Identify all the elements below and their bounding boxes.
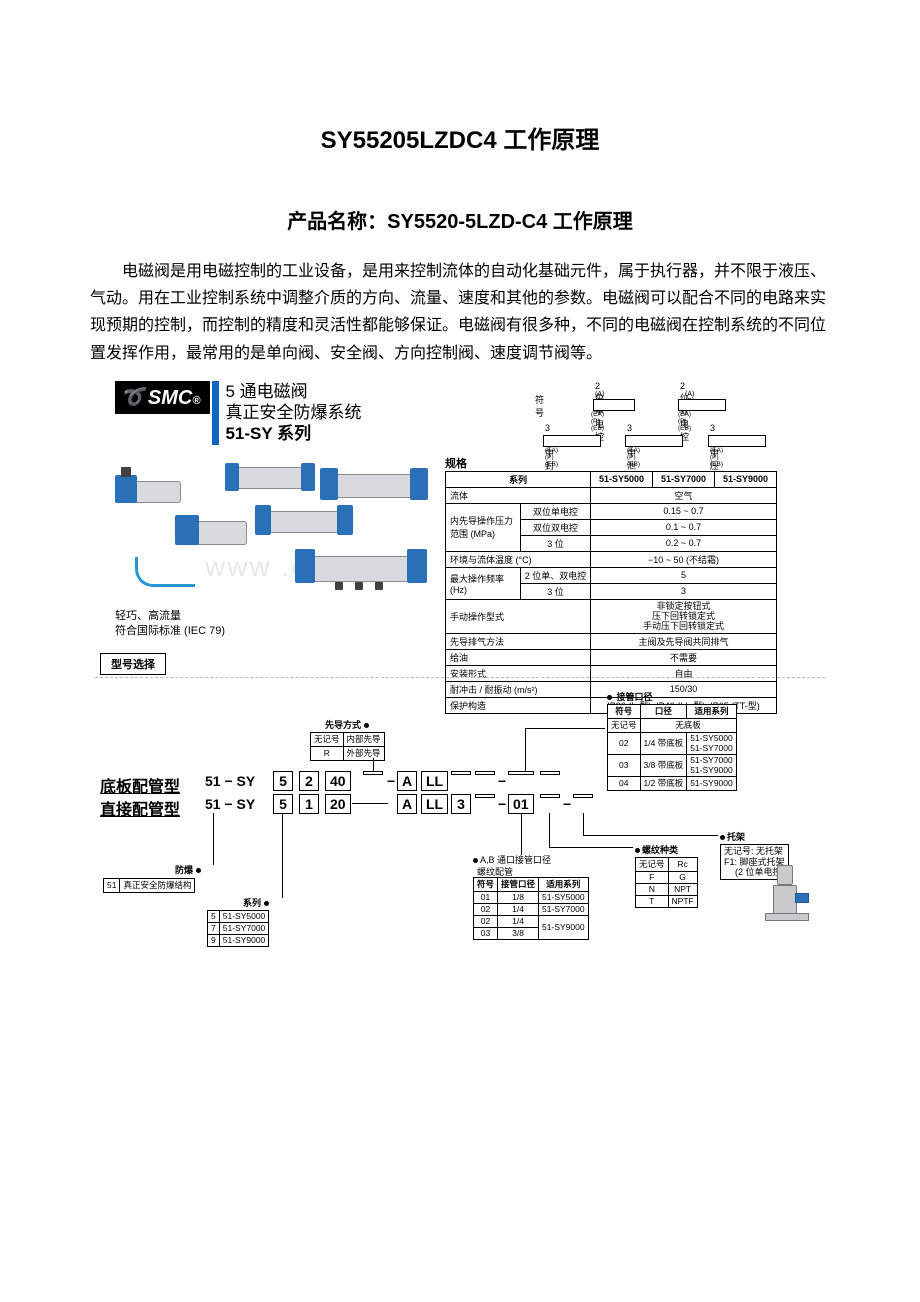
sym-ep-4: (EA)(P)(EB) (627, 447, 640, 468)
spec-v-press-b: 0.1 ~ 0.7 (591, 519, 777, 535)
spec-r-pilot: 先导排气方法 (446, 633, 591, 649)
base-m0: A (397, 771, 417, 791)
code-prefix-1: 51 − SY (205, 773, 255, 789)
spec-r-lube: 给油 (446, 649, 591, 665)
brand-text: SMC (148, 387, 192, 409)
dir-d1: 1 (299, 794, 319, 814)
spec-h-c1: 51-SY5000 (591, 471, 653, 487)
spec-h-series: 系列 (446, 471, 591, 487)
thread-head: 螺纹种类 (642, 845, 678, 855)
port-head: 接管口径 (617, 692, 653, 702)
spec-v-freq-b: 3 (591, 583, 777, 599)
product-title: 产品名称：SY5520-5LZD-C4 工作原理 (90, 205, 830, 234)
pilot-head: 先导方式 (325, 720, 361, 730)
spec-heading: 规格 (445, 455, 467, 471)
dir-m1: LL (421, 794, 448, 814)
blue-bar (212, 381, 219, 445)
spec-r-press: 内先导操作压力范围 (MPa) (446, 503, 521, 551)
bracket-drawing (765, 863, 820, 933)
series-line-3: 51-SY 系列 (225, 423, 361, 444)
base-d0: 5 (273, 771, 293, 791)
spec-r-fluid: 流体 (446, 487, 591, 503)
spec-v-lube: 不需要 (591, 649, 777, 665)
symbols-label: 符号 (535, 393, 544, 419)
figure-note: 轻巧、高流量 符合国际标准 (IEC 79) (115, 609, 225, 640)
dir-t0: 01 (508, 794, 534, 814)
spec-r-manual: 手动操作型式 (446, 599, 591, 633)
sym-ep-5: (EA)(P)(EB) (710, 447, 723, 468)
smc-logo: ➰SMC® (115, 381, 210, 414)
spec-v-manual: 非锁定按钮式 压下回转锁定式 手动压下回转锁定式 (591, 599, 777, 633)
abport-head: A,B 通口接管口径 (480, 855, 551, 865)
series-table: 551-SY5000 751-SY7000 951-SY9000 (207, 910, 269, 947)
series-line-2: 真正安全防爆系统 (225, 402, 361, 423)
spec-v-pilot: 主阀及先导阀共同排气 (591, 633, 777, 649)
base-d2: 40 (325, 771, 351, 791)
spec-r-temp: 环境与流体温度 (°C) (446, 551, 591, 567)
intro-paragraph: 电磁阀是用电磁控制的工业设备，是用来控制流体的自动化基础元件，属于执行器，并不限… (90, 258, 830, 367)
spec-r-freq-a: 2 位单、双电控 (521, 567, 591, 583)
label-base: 底板配管型 (100, 773, 180, 797)
abport-table: 符号接管口径适用系列 011/851-SY5000 021/451-SY7000… (473, 877, 589, 940)
spec-r-press-b: 双位双电控 (521, 519, 591, 535)
bracket-l1: 无记号: 无托架 (724, 846, 785, 857)
note-2: 符合国际标准 (IEC 79) (115, 624, 225, 639)
spec-v-temp: −10 ~ 50 (不结霜) (591, 551, 777, 567)
dir-d2: 20 (325, 794, 351, 814)
product-photos (115, 459, 435, 589)
spec-r-freq-b: 3 位 (521, 583, 591, 599)
label-direct: 直接配管型 (100, 796, 180, 820)
note-1: 轻巧、高流量 (115, 609, 225, 624)
page-title: SY55205LZDC4 工作原理 (90, 120, 830, 155)
spec-h-c2: 51-SY7000 (653, 471, 715, 487)
sym-ep-2: (EA)(P)(EB) (678, 411, 691, 432)
explosion-head: 防爆 (175, 865, 193, 875)
dir-m0: A (397, 794, 417, 814)
dir-m2: 3 (451, 794, 471, 814)
thread-table: 无记号Rc FG NNPT TNPTF (635, 857, 698, 908)
sym-ep-1: (EA)(P)(EB) (591, 411, 604, 432)
base-d1: 2 (299, 771, 319, 791)
spec-v-press-a: 0.15 ~ 0.7 (591, 503, 777, 519)
bracket-head: 托架 (727, 832, 745, 842)
series-text: 5 通电磁阀 真正安全防爆系统 51-SY 系列 (225, 381, 361, 445)
explosion-table: 51真正安全防爆结构 (103, 878, 195, 893)
catalog-figure: www .com ➰SMC® 5 通电磁阀 真正安全防爆系统 51-SY 系列 (95, 381, 825, 671)
ordering-figure: 底板配管型 直接配管型 51 − SY 5 2 40 − A LL − 51 −… (95, 677, 825, 937)
code-prefix-2: 51 − SY (205, 796, 255, 812)
dir-d0: 5 (273, 794, 293, 814)
series-line-1: 5 通电磁阀 (225, 381, 361, 402)
spec-v-press-c: 0.2 ~ 0.7 (591, 535, 777, 551)
port-table: 符号口径适用系列 无记号无底板 021/4 带底板51-SY5000 51-SY… (607, 704, 737, 791)
brand-header: ➰SMC® 5 通电磁阀 真正安全防爆系统 51-SY 系列 (115, 381, 361, 445)
spec-v-freq-a: 5 (591, 567, 777, 583)
model-select-label: 型号选择 (100, 653, 166, 675)
spec-r-freq: 最大操作频率 (Hz) (446, 567, 521, 599)
spec-r-press-c: 3 位 (521, 535, 591, 551)
series-head: 系列 (243, 898, 261, 908)
spec-h-c3: 51-SY9000 (715, 471, 777, 487)
base-m1: LL (421, 771, 448, 791)
sym-ep-3: (EA)(P)(EB) (545, 447, 558, 468)
spec-v-fluid: 空气 (591, 487, 777, 503)
spec-r-press-a: 双位单电控 (521, 503, 591, 519)
pilot-table: 无记号内部先导 R外部先导 (310, 732, 385, 761)
